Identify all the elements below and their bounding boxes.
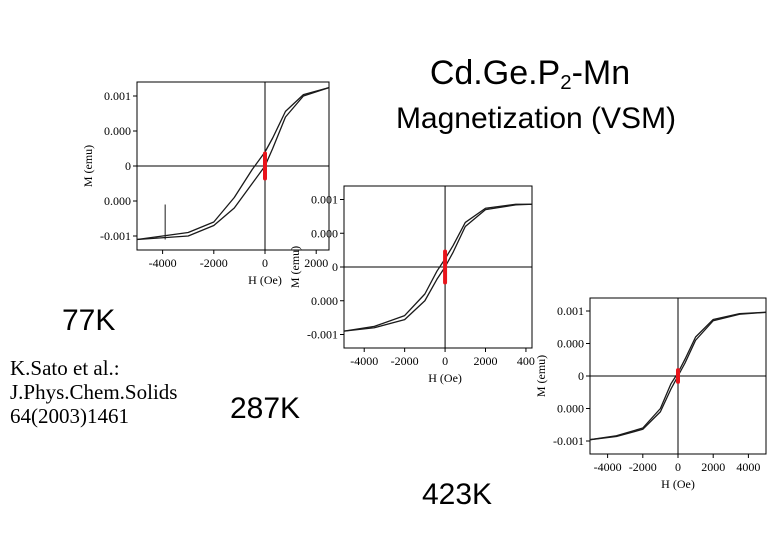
y-axis-label: M (emu) xyxy=(81,145,95,187)
y-tick-label: 0 xyxy=(125,159,131,173)
hysteresis-branch-descending xyxy=(136,86,330,241)
y-tick-label: 0 xyxy=(332,260,338,274)
y-tick-label: 0.001 xyxy=(104,89,131,103)
y-tick-label: 0.000 xyxy=(557,337,584,351)
x-axis-label: H (Oe) xyxy=(248,273,282,287)
y-tick-label: 0.000 xyxy=(311,294,338,308)
slide-subtitle: Magnetization (VSM) xyxy=(395,102,677,135)
label-77k: 77K xyxy=(62,304,116,337)
y-tick-label: 0.001 xyxy=(557,304,584,318)
y-tick-label: 0.000 xyxy=(104,124,131,138)
hysteresis-branch-descending xyxy=(343,203,532,332)
reference-authors: K.Sato et al.: xyxy=(10,356,120,380)
x-tick-label: 0 xyxy=(262,256,268,270)
y-axis-label: M (emu) xyxy=(534,355,548,397)
x-tick-label: 400 xyxy=(517,354,535,368)
y-tick-label: -0.001 xyxy=(100,229,131,243)
plot-423k: 0.001 0.000 0 0.000 -0.001 -4000 -2000 0 2000 400… xyxy=(534,297,767,491)
y-axis-label: M (emu) xyxy=(288,246,302,288)
label-287k: 287K xyxy=(230,392,301,425)
plot-287k: 0.001 0.000 0 0.000 -0.001 -4000 -2000 0 2000 400… xyxy=(288,185,535,385)
hysteresis-branch-ascending xyxy=(136,86,330,241)
x-tick-label: 0 xyxy=(442,354,448,368)
x-tick-label: 0 xyxy=(675,460,681,474)
x-tick-label: -4000 xyxy=(594,460,622,474)
hysteresis-branch-ascending xyxy=(343,203,533,332)
slide-title: Cd.Ge.P2-Mn xyxy=(300,54,760,95)
x-tick-label: -2000 xyxy=(629,460,657,474)
y-tick-label: 0.000 xyxy=(104,194,131,208)
y-tick-label: -0.001 xyxy=(307,328,338,342)
title-suffix: -Mn xyxy=(571,54,631,92)
x-tick-label: 2000 xyxy=(701,460,725,474)
x-axis-label: H (Oe) xyxy=(661,477,695,491)
y-tick-label: -0.001 xyxy=(553,434,584,448)
y-tick-label: 0 xyxy=(578,369,584,383)
y-tick-label: 0.001 xyxy=(311,193,338,207)
label-423k: 423K xyxy=(422,478,493,511)
x-axis-label: H (Oe) xyxy=(428,371,462,385)
y-tick-label: 0.000 xyxy=(311,226,338,240)
x-tick-label: 2000 xyxy=(474,354,498,368)
x-tick-label: -4000 xyxy=(350,354,378,368)
reference-journal: J.Phys.Chem.Solids xyxy=(10,380,178,404)
x-tick-label: 4000 xyxy=(736,460,760,474)
reference-volume: 64(2003)1461 xyxy=(10,404,129,428)
x-tick-label: -4000 xyxy=(149,256,177,270)
plot-77k: 0.001 0.000 0 0.000 -0.001 -4000 -2000 0 2000 H (… xyxy=(81,81,330,287)
x-tick-label: -2000 xyxy=(391,354,419,368)
title-subscript: 2 xyxy=(560,72,572,95)
y-tick-label: 0.000 xyxy=(557,402,584,416)
x-tick-label: -2000 xyxy=(200,256,228,270)
x-tick-label: 2000 xyxy=(304,256,328,270)
title-prefix: Cd.Ge.P xyxy=(429,54,561,92)
